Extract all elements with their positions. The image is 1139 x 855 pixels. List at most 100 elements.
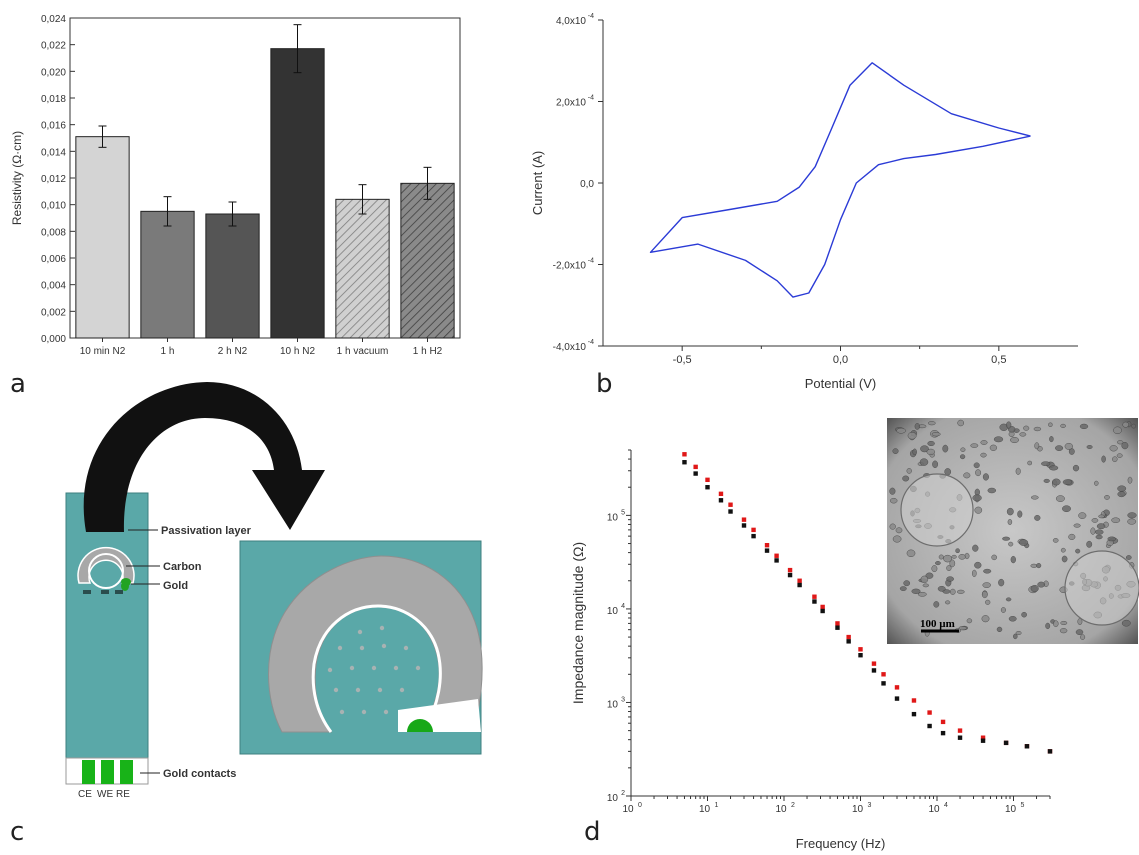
cell-texture [1048,422,1053,427]
cell-texture [957,419,965,427]
cell-texture [899,586,907,591]
cell-texture [1062,479,1073,485]
electrode-dot [349,665,355,671]
y-tick-label-a: 0,020 [41,67,66,78]
cell-texture [1055,445,1064,451]
x-tick-label-a: 1 h [161,346,175,357]
data-point-series-2 [1024,744,1030,749]
x-tick-base-d: 10 [928,804,940,815]
data-point-series-1 [751,527,756,533]
label-gold-contacts: Gold contacts [163,768,236,780]
cell-texture [1030,584,1039,593]
data-point-series-2 [980,738,986,743]
cell-texture [937,585,946,592]
working-electrode-ring-small [88,553,124,589]
data-point-series-2 [940,730,946,736]
data-point-series-1 [846,634,851,640]
cell-texture [1010,436,1019,444]
cell-texture [944,600,951,605]
cell-texture [1037,581,1046,588]
cell-texture [919,458,929,466]
cell-texture [1006,421,1012,429]
cell-texture [902,475,910,482]
cell-texture [944,468,952,476]
y-tick-label-a: 0,002 [41,307,66,318]
panel-label-d: d [584,817,601,847]
cell-texture [1122,421,1129,428]
cell-texture [1125,555,1132,560]
data-point-series-2 [957,735,963,740]
label-carbon: Carbon [163,561,202,573]
electrode-dot [337,645,343,651]
panel-c-electrode-diagram: CE WE RE Passivation layer Carbon Gold G… [65,382,483,800]
cell-texture [1109,445,1118,452]
data-point-series-2 [693,471,698,476]
x-tick-base-d: 10 [622,804,634,815]
cell-texture [1023,425,1030,431]
cell-texture [981,590,988,599]
y-axis-label-d: Impedance magnitude (Ω) [570,542,586,704]
cell-texture [1127,476,1133,484]
cell-texture [895,527,903,534]
cell-texture [1060,547,1066,553]
panel-a-bar-chart: 0,000 0,002 0,004 0,006 0,008 0,010 0,012 0,014… [10,14,461,357]
electrode-dot [359,645,365,651]
data-point-series-2 [728,509,733,514]
data-point-series-2 [764,548,770,553]
data-point-series-1 [741,517,747,522]
data-point-series-2 [741,523,747,528]
cell-texture [1104,495,1110,500]
cell-texture [1049,436,1054,443]
data-point-series-2 [911,711,917,717]
electrode-dot [415,665,421,671]
cell-texture [1041,461,1051,467]
x-tick-base-d: 10 [852,804,864,815]
cell-texture [1015,467,1021,475]
y-tick-exponent-d: 5 [621,509,625,516]
y-tick-label-a: 0,008 [41,227,66,238]
electrode-dot [357,629,363,635]
cell-texture [892,535,902,543]
cell-texture [1060,423,1066,428]
cell-texture [1015,630,1022,636]
cell-texture [889,497,898,504]
cell-texture [980,452,987,458]
data-point-series-2 [751,533,756,539]
cell-texture [920,445,929,453]
x-tick-exponent-d: 0 [638,802,642,809]
data-point-series-1 [693,464,698,470]
cell-texture [980,440,988,445]
y-tick-exponent-b: -4 [588,258,594,265]
data-point-series-1 [858,647,863,652]
cell-texture [974,506,983,514]
cell-texture [1068,533,1076,540]
cell-texture [955,548,960,554]
electrode-dot [361,709,367,715]
data-point-series-2 [1047,749,1053,754]
cell-texture [906,549,916,558]
cell-texture [1061,555,1068,563]
x-tick-label-a: 10 h N2 [280,346,315,357]
cell-texture [998,578,1005,587]
cell-texture [903,580,911,587]
cell-texture [987,487,997,494]
cell-texture [991,554,998,561]
cell-texture [1075,629,1084,635]
bar-6 [400,182,455,339]
sensor-substrate [65,492,149,759]
cell-texture [1064,442,1073,450]
cell-texture [970,443,979,448]
y-axis-label-b: Current (A) [530,151,545,215]
data-point-series-2 [871,668,877,673]
x-tick-label-b: -0,5 [673,354,692,366]
cell-texture [1006,507,1014,516]
cell-texture [914,423,920,430]
cell-texture [1116,453,1123,458]
cell-texture [971,569,977,578]
x-tick-exponent-d: 1 [715,802,719,809]
cell-texture [925,572,934,579]
data-point-series-2 [774,558,779,563]
electrode-well-1 [900,473,974,547]
cell-texture [1052,478,1061,486]
